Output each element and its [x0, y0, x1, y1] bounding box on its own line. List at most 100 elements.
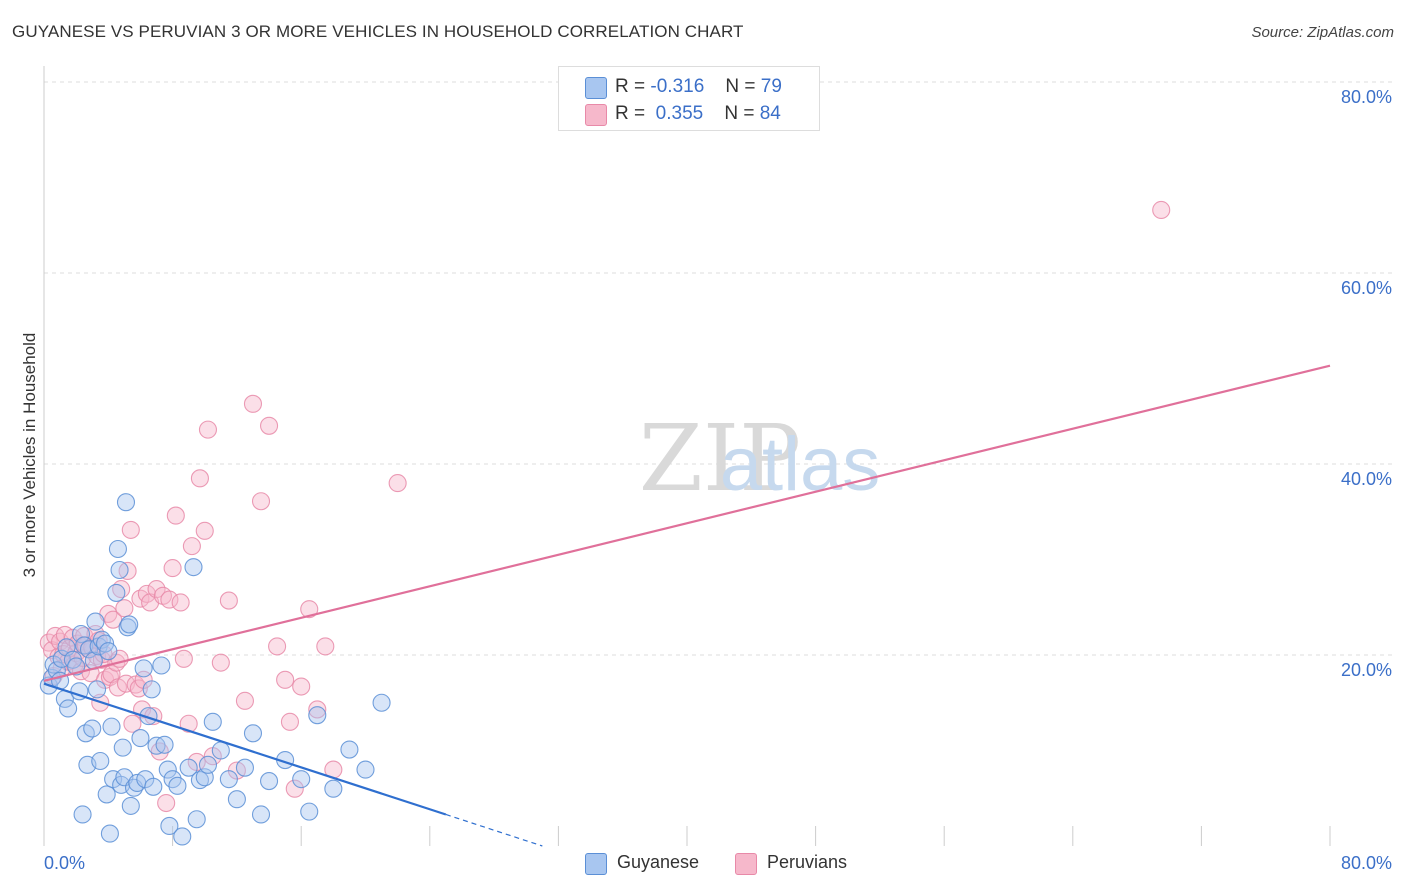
peruvians-point — [251, 492, 271, 511]
peruvians-point — [388, 474, 407, 493]
source-label: Source: ZipAtlas.com — [1251, 24, 1394, 41]
guyanese-point — [102, 717, 121, 736]
trend-layer — [43, 364, 1331, 847]
peruvians-point — [157, 793, 176, 813]
peruvians-trend-line — [43, 364, 1331, 682]
guyanese-point — [110, 560, 129, 580]
peruvians-point — [276, 670, 295, 689]
peruvians-point — [171, 593, 190, 612]
peruvians-point — [243, 394, 263, 413]
grid-layer — [44, 81, 1392, 656]
y-tick-label: 60.0% — [1341, 278, 1392, 298]
guyanese-point — [179, 758, 198, 777]
watermark-atlas: atlas — [720, 422, 881, 507]
guyanese-point — [259, 772, 279, 791]
guyanese-point — [113, 738, 132, 757]
guyanese-point — [292, 770, 311, 789]
guyanese-point — [184, 558, 203, 577]
guyanese-trend-line — [43, 682, 447, 816]
peruvians-point — [163, 559, 182, 578]
guyanese-swatch — [585, 853, 607, 875]
peruvians-point — [129, 679, 148, 698]
guyanese-points — [39, 493, 391, 846]
peruvians-point — [121, 520, 140, 539]
guyanese-point — [324, 779, 343, 798]
guyanese-point — [160, 816, 179, 835]
n-label: N = — [724, 103, 755, 124]
guyanese-point — [173, 827, 192, 846]
guyanese-point — [340, 740, 359, 759]
guyanese-point — [187, 810, 206, 829]
guyanese-point — [108, 539, 127, 559]
guyanese-point — [83, 719, 102, 738]
peruvians-point — [211, 653, 230, 672]
peruvians-point — [174, 649, 193, 668]
guyanese-point — [131, 729, 150, 748]
peruvians-point — [123, 714, 142, 733]
peruvians-point — [46, 626, 65, 645]
guyanese-point — [251, 805, 271, 824]
peruvians-swatch — [585, 104, 607, 126]
guyanese-point — [73, 805, 92, 824]
peruvians-point — [160, 590, 179, 609]
x-tick-label: 80.0% — [1341, 853, 1392, 873]
guyanese-point — [356, 760, 375, 779]
x-tick-label: 0.0% — [44, 853, 85, 873]
peruvians-point — [182, 537, 201, 556]
axis-layer — [43, 66, 1331, 846]
y-tick-label: 20.0% — [1341, 660, 1392, 680]
peruvians-point — [308, 700, 327, 719]
guyanese-point — [100, 824, 119, 843]
guyanese-point — [155, 735, 174, 754]
peruvians-points — [39, 200, 1171, 813]
guyanese-point — [300, 802, 319, 821]
guyanese-point — [116, 493, 136, 512]
peruvians-point — [268, 637, 287, 656]
peruvians-point — [219, 591, 238, 610]
guyanese-point — [372, 693, 391, 712]
peruvians-point — [300, 600, 319, 619]
n-label: N = — [725, 76, 756, 97]
guyanese-point — [308, 706, 327, 725]
guyanese-point — [198, 755, 218, 774]
guyanese-trend-extension — [445, 813, 543, 847]
guyanese-point — [134, 659, 153, 678]
guyanese-point — [91, 751, 110, 771]
guyanese-point — [99, 642, 118, 661]
peruvians-point — [190, 469, 209, 488]
peruvians-point — [316, 637, 335, 656]
guyanese-point — [121, 796, 140, 815]
guyanese-point — [190, 771, 209, 790]
peruvians-point — [235, 691, 254, 710]
y-tick-label: 80.0% — [1341, 87, 1392, 107]
guyanese-point — [144, 777, 163, 796]
guyanese-point — [158, 760, 177, 779]
guyanese-point — [118, 618, 137, 637]
guyanese-point — [227, 790, 246, 809]
peruvians-point — [195, 521, 214, 540]
peruvians-point — [147, 580, 166, 599]
n-value: 79 — [760, 76, 782, 97]
guyanese-point — [59, 699, 78, 718]
guyanese-point — [120, 615, 139, 634]
guyanese-swatch — [585, 77, 607, 99]
guyanese-point — [47, 661, 66, 680]
r-label: R = — [615, 76, 646, 97]
peruvians-point — [1152, 200, 1171, 220]
peruvians-point — [198, 420, 218, 439]
guyanese-point — [67, 657, 86, 676]
peruvians-swatch — [735, 853, 757, 875]
chart-title: GUYANESE VS PERUVIAN 3 OR MORE VEHICLES … — [12, 22, 744, 41]
peruvians-point — [292, 677, 311, 696]
peruvians-point — [179, 714, 198, 733]
guyanese-point — [142, 680, 161, 699]
guyanese-point — [203, 712, 222, 731]
guyanese-point — [107, 583, 126, 602]
guyanese-point — [87, 680, 107, 699]
tick-label-layer: 20.0% 40.0% 60.0% 80.0% 0.0% 80.0% — [44, 87, 1392, 873]
guyanese-point — [139, 707, 158, 726]
guyanese-point — [97, 785, 116, 804]
r-label: R = — [615, 103, 646, 124]
guyanese-point — [86, 612, 105, 631]
